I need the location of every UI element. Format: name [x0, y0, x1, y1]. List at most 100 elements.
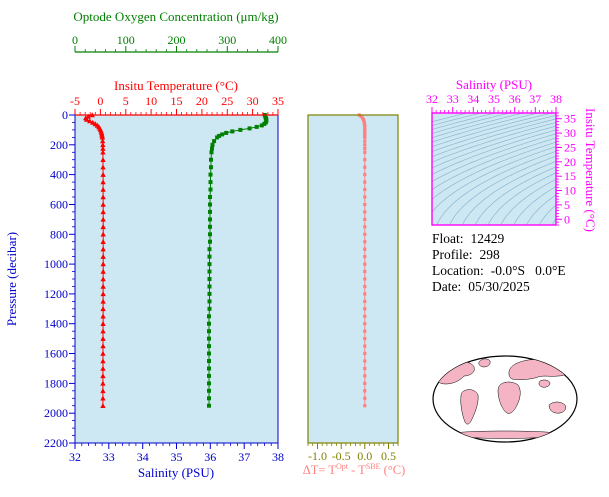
figure-primitive [363, 143, 367, 147]
figure-primitive [432, 113, 538, 143]
figure-primitive [208, 195, 212, 199]
figure-primitive: 33 [447, 92, 459, 106]
figure-primitive [100, 350, 106, 356]
figure-primitive [363, 337, 367, 341]
figure-primitive [224, 130, 229, 135]
figure-primitive [432, 113, 524, 139]
figure-primitive [207, 262, 212, 267]
figure-primitive: 38 [550, 92, 562, 106]
figure-primitive [363, 135, 367, 139]
figure-primitive [363, 217, 367, 221]
figure-primitive [100, 380, 106, 386]
date-label: Date: [432, 279, 462, 294]
figure-primitive: 33 [103, 450, 115, 464]
figure-primitive [363, 359, 367, 363]
figure-primitive [449, 155, 556, 225]
figure-primitive: 32 [426, 92, 438, 106]
figure-primitive [363, 255, 367, 259]
salinity-axis-title: Salinity (PSU) [138, 465, 214, 480]
figure-primitive [363, 195, 367, 199]
figure-primitive [207, 254, 212, 259]
float-label: Float: [432, 231, 464, 246]
temperature-axis-title: Insitu Temperature (°C) [114, 78, 238, 93]
figure-primitive [100, 291, 106, 297]
figure-primitive [100, 283, 106, 289]
figure-primitive: 35 [488, 92, 500, 106]
figure-primitive [100, 224, 106, 230]
figure-primitive [100, 268, 106, 274]
figure-primitive [100, 238, 106, 244]
figure-primitive [363, 225, 367, 229]
profile-value: 298 [479, 247, 500, 262]
figure-primitive: 200 [168, 33, 186, 47]
figure-primitive: 37 [529, 92, 541, 106]
figure-primitive: 1200 [44, 287, 68, 301]
figure-primitive [100, 358, 106, 364]
location-value: -0.0°S 0.0°E [490, 263, 566, 278]
continent-south-america [460, 389, 479, 425]
figure-primitive: 20 [196, 94, 208, 108]
figure-primitive [100, 145, 106, 151]
figure-primitive [432, 141, 556, 200]
continent-southeast-asia [538, 379, 551, 388]
figure-primitive [363, 374, 367, 378]
figure-primitive [363, 344, 367, 348]
figure-primitive [208, 180, 213, 185]
figure-primitive: 25 [221, 94, 233, 108]
figure-primitive [363, 158, 367, 162]
figure-primitive [100, 138, 106, 144]
pressure-axis-title: Pressure (decibar) [4, 232, 19, 326]
figure-primitive: 0.0 [357, 449, 372, 463]
figure-primitive [207, 381, 211, 386]
figure-primitive: 0 [62, 108, 68, 122]
figure-primitive [207, 373, 211, 378]
figure-primitive: 0 [97, 94, 103, 108]
delta-axis-title: ΔT= TOpt - TSBE (°C) [294, 462, 414, 478]
temperature-profile-series [83, 112, 106, 408]
figure-primitive [262, 121, 267, 126]
figure-primitive [100, 231, 106, 237]
figure-primitive: 25 [564, 141, 576, 155]
figure-primitive [100, 320, 106, 326]
oxygen-profile-series [207, 113, 269, 408]
figure-primitive [363, 232, 367, 236]
figure-primitive [363, 292, 367, 296]
figure-primitive [208, 172, 213, 177]
figure-primitive [363, 322, 367, 326]
figure-primitive [100, 142, 106, 148]
figure-primitive: 100 [117, 33, 135, 47]
continent-greenland [478, 358, 491, 368]
figure-primitive [474, 166, 556, 225]
figure-primitive: -5 [70, 94, 80, 108]
figure-primitive: 15 [171, 94, 183, 108]
figure-primitive [307, 114, 399, 444]
figure-primitive: 30 [564, 126, 576, 140]
figure-primitive [207, 403, 211, 408]
figure-primitive [207, 291, 212, 296]
figure-primitive [254, 124, 259, 129]
figure-primitive [363, 396, 367, 400]
figure-primitive: 5 [564, 198, 570, 212]
figure-primitive: 35 [564, 112, 576, 126]
ts-temperature-axis-title: Insitu Temperature (°C) [583, 108, 598, 232]
figure-primitive [75, 115, 278, 443]
figure-primitive [207, 396, 211, 401]
figure-primitive: 36 [204, 450, 216, 464]
figure-primitive [100, 276, 106, 282]
date-value: 05/30/2025 [468, 279, 530, 294]
figure-primitive [210, 146, 214, 151]
figure-primitive [487, 172, 556, 225]
figure-primitive [208, 232, 212, 237]
figure-primitive [238, 127, 243, 132]
figure-primitive [84, 116, 90, 122]
figure-primitive [100, 373, 106, 379]
ts-salinity-axis-title: Salinity (PSU) [456, 77, 532, 92]
figure-primitive: 37 [238, 450, 250, 464]
figure-primitive [100, 156, 106, 162]
data-series [83, 112, 367, 408]
figure-primitive [208, 224, 212, 229]
figure-primitive: 36 [509, 92, 521, 106]
